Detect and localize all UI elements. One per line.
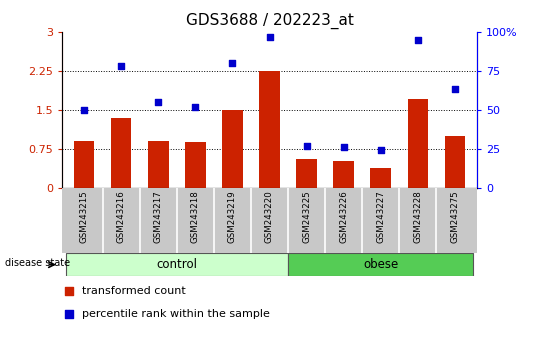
Text: GSM243275: GSM243275 (450, 190, 459, 243)
Point (154, 99, 163, 105)
Point (376, 147, 385, 153)
Bar (185, 142, 205, 188)
Point (302, 143, 311, 148)
Bar (111, 118, 132, 188)
Point (451, 87, 459, 92)
Point (413, 37, 422, 42)
Text: GSM243227: GSM243227 (376, 190, 385, 243)
Text: GSM243225: GSM243225 (302, 190, 311, 243)
Bar (370, 168, 391, 188)
Bar (296, 159, 317, 188)
Bar (288, 253, 473, 276)
Point (265, 34, 274, 39)
Text: GSM243217: GSM243217 (154, 190, 163, 243)
Title: GDS3688 / 202223_at: GDS3688 / 202223_at (185, 13, 354, 29)
Text: percentile rank within the sample: percentile rank within the sample (82, 309, 270, 319)
Point (80, 107, 88, 113)
Bar (445, 136, 465, 188)
Point (228, 60, 237, 66)
Point (340, 144, 348, 150)
Point (117, 63, 126, 69)
Text: disease state: disease state (5, 258, 70, 268)
Bar (259, 71, 280, 188)
Text: GSM243220: GSM243220 (265, 190, 274, 243)
Bar (148, 141, 169, 188)
Text: GSM243215: GSM243215 (80, 190, 89, 243)
Text: GSM243218: GSM243218 (191, 190, 200, 243)
Bar (222, 110, 243, 188)
Text: obese: obese (363, 258, 398, 271)
Point (64, 311, 73, 316)
Bar (66, 253, 288, 276)
Text: transformed count: transformed count (82, 286, 185, 296)
Point (64, 288, 73, 293)
Text: GSM243228: GSM243228 (413, 190, 422, 243)
Point (191, 104, 199, 109)
Bar (74, 141, 94, 188)
Bar (334, 161, 354, 188)
Text: control: control (156, 258, 197, 271)
Text: GSM243226: GSM243226 (339, 190, 348, 243)
Text: GSM243219: GSM243219 (228, 190, 237, 243)
Text: GSM243216: GSM243216 (117, 190, 126, 243)
Bar (407, 99, 428, 188)
